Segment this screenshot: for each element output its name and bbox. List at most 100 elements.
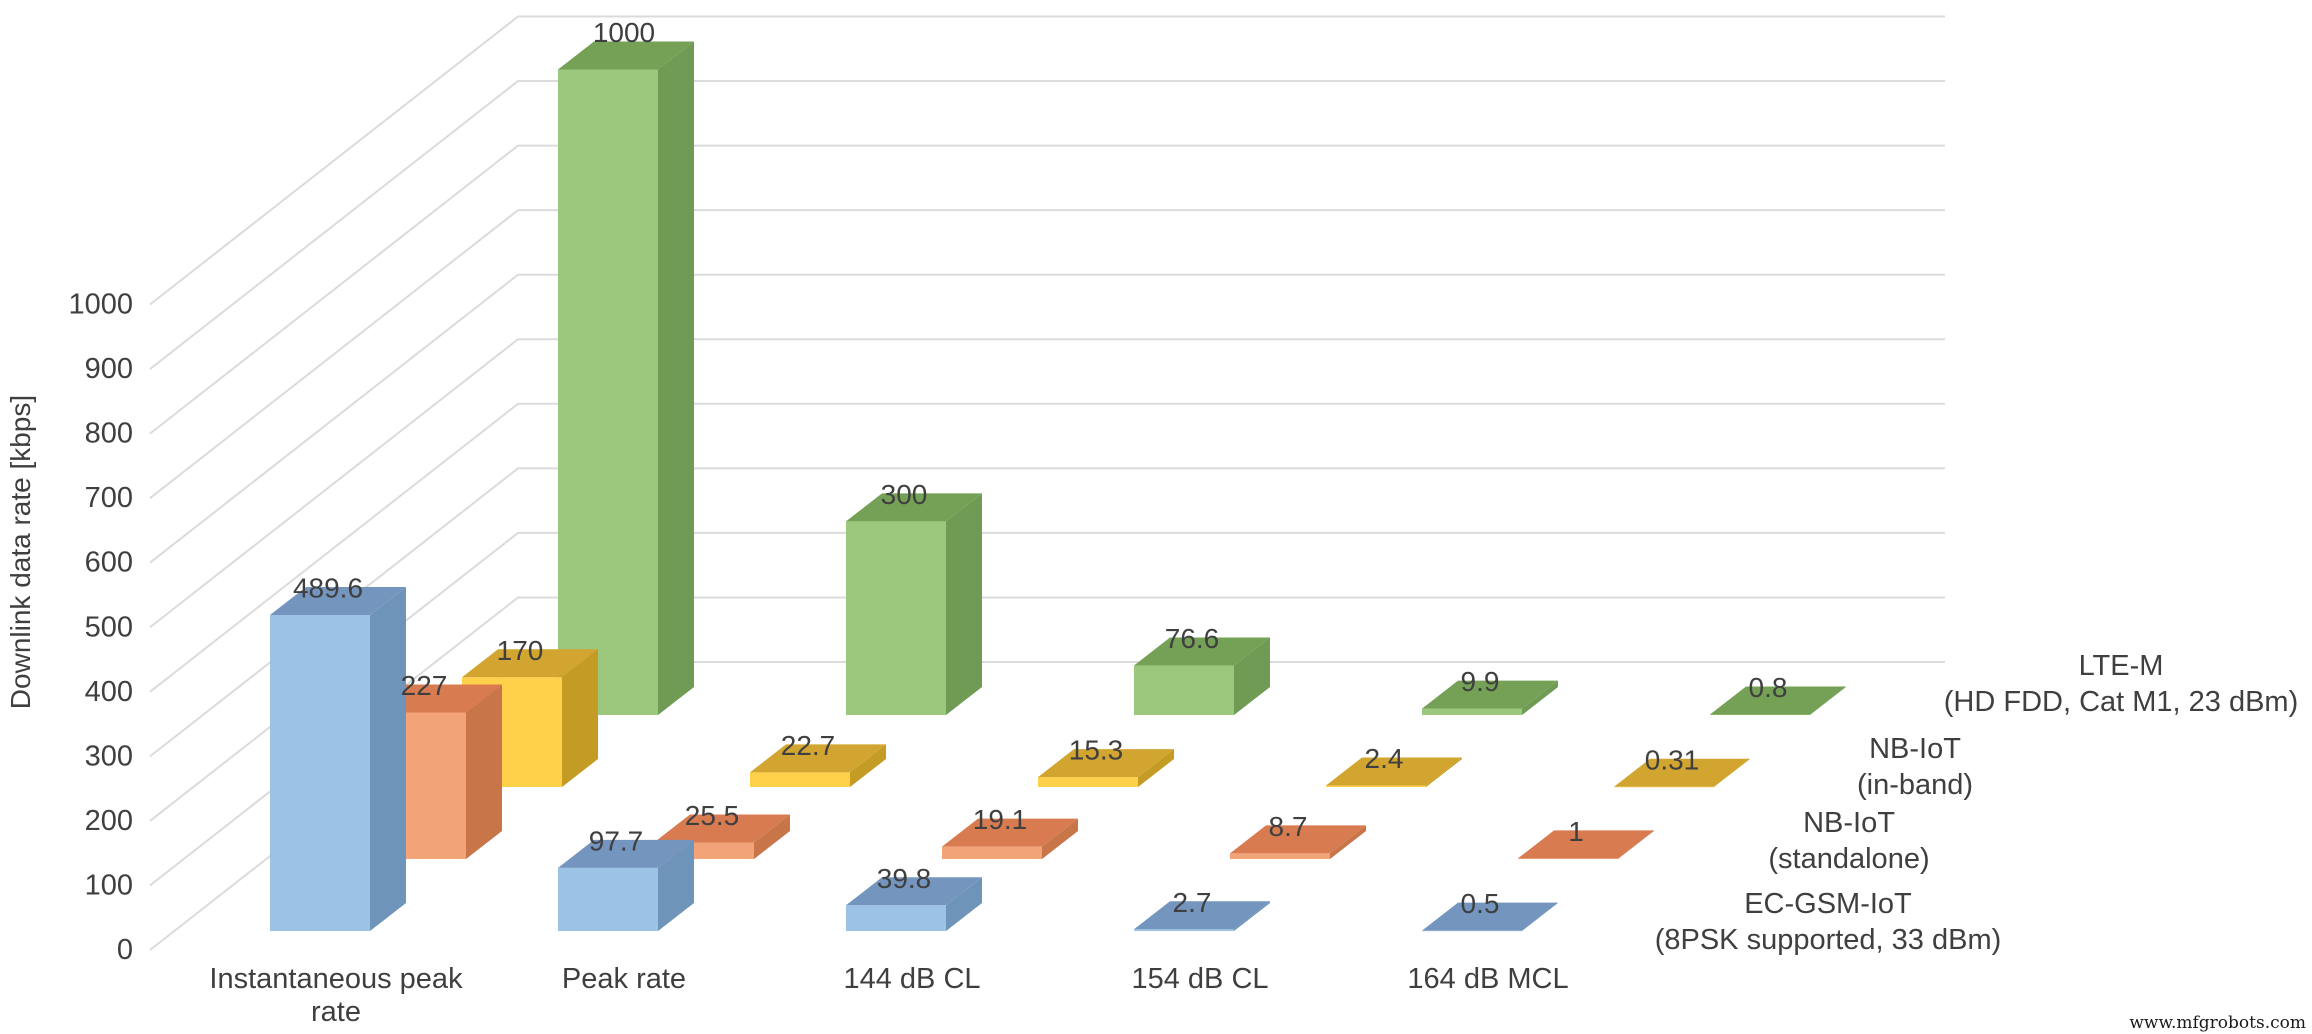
bar-front-face: [1038, 777, 1138, 787]
bar-nb-iot-in-band--c1: [750, 744, 886, 787]
bar-front-face: [558, 867, 658, 931]
bar-side-face: [370, 586, 406, 931]
bar-side-face: [946, 493, 982, 715]
bar-side-face: [1810, 686, 1846, 715]
value-label: 2.7: [1173, 887, 1212, 918]
gridline: [149, 15, 1945, 306]
bar-nb-iot-standalone--c1: [654, 814, 790, 859]
value-label: 0.31: [1645, 744, 1700, 775]
bar-ec-gsm-iot-8psk-supported-33-dbm--c0: [270, 586, 406, 931]
y-tick-label: 600: [85, 547, 133, 579]
series-label: (standalone): [1768, 843, 1929, 875]
data-labels: 1000 300 76.6 9.9 0.8 170 22.7 15.3 2.4 0.31 227 25…: [293, 17, 1788, 919]
bar-front-face: [750, 772, 850, 787]
bar-top-face: [462, 649, 598, 678]
value-label: 0.5: [1461, 888, 1500, 919]
series-label: (HD FDD, Cat M1, 23 dBm): [1944, 686, 2299, 718]
bar-side-face: [850, 744, 886, 787]
bar-front-face: [1134, 929, 1234, 931]
value-label: 170: [497, 635, 544, 666]
bar-side-face: [1618, 830, 1654, 859]
y-tick-label: 400: [85, 676, 133, 708]
bar-lte-m-hd-fdd-cat-m1-23-dbm--c1: [846, 493, 982, 715]
bar-side-face: [1234, 901, 1270, 931]
bar-front-face: [846, 905, 946, 931]
bar-side-face: [1522, 680, 1558, 715]
bar-top-face: [942, 818, 1078, 847]
y-tick-label: 700: [85, 482, 133, 514]
series-label: NB-IoT: [1869, 733, 1961, 765]
value-label: 97.7: [589, 825, 644, 856]
bar-front-face: [270, 614, 370, 931]
category-label: 164 dB MCL: [1407, 963, 1568, 995]
bar-front-face: [1134, 665, 1234, 715]
bar-front-face: [1422, 930, 1522, 932]
bar-top-face: [846, 877, 982, 906]
gridline: [149, 338, 1945, 629]
bar-ec-gsm-iot-8psk-supported-33-dbm--c3: [1134, 901, 1270, 931]
category-label: rate: [311, 996, 361, 1028]
value-label: 15.3: [1069, 735, 1124, 766]
value-label: 8.7: [1269, 811, 1308, 842]
series-label: (8PSK supported, 33 dBm): [1655, 924, 2002, 956]
bar-front-face: [1422, 708, 1522, 715]
bar-side-face: [1042, 818, 1078, 859]
value-label: 76.6: [1165, 623, 1220, 654]
bar-top-face: [1422, 902, 1558, 931]
gridline: [149, 209, 1945, 499]
bar-side-face: [946, 877, 982, 931]
value-label: 227: [401, 670, 448, 701]
value-label: 22.7: [781, 730, 836, 761]
gridline: [149, 273, 1945, 564]
bar-front-face: [1710, 714, 1810, 715]
bar-nb-iot-in-band--c3: [1326, 757, 1462, 787]
value-label: 9.9: [1461, 666, 1500, 697]
bar-top-face: [1134, 637, 1270, 666]
value-label: 300: [881, 479, 928, 510]
value-label: 25.5: [685, 800, 740, 831]
bar-nb-iot-standalone--c3: [1230, 825, 1366, 859]
bar-front-face: [1230, 853, 1330, 859]
y-tick-label: 800: [85, 418, 133, 450]
bar-front-face: [1518, 858, 1618, 859]
y-tick-label: 900: [85, 353, 133, 385]
bar-side-face: [1330, 825, 1366, 859]
bar-top-face: [1518, 830, 1654, 859]
bar-side-face: [466, 684, 502, 859]
bar-top-face: [1038, 749, 1174, 778]
bar-side-face: [1714, 758, 1750, 787]
series-label: (in-band): [1857, 769, 1973, 801]
bar-side-face: [562, 649, 598, 787]
category-label: 144 dB CL: [843, 963, 980, 995]
watermark: www.mfgrobots.com: [2129, 1013, 2306, 1033]
bar-top-face: [1326, 757, 1462, 786]
y-axis-tick-labels: 0 100 200 300 400 500 600 700 800 900 1000: [68, 289, 133, 967]
bar-lte-m-hd-fdd-cat-m1-23-dbm--c0: [558, 41, 694, 715]
bar-front-face: [558, 69, 658, 715]
bar-side-face: [1426, 757, 1462, 787]
bar-top-face: [750, 744, 886, 773]
bar-nb-iot-standalone--c4: [1518, 830, 1654, 859]
bar-top-face: [270, 586, 406, 615]
series-axis-labels: EC-GSM-IoT (8PSK supported, 33 dBm) NB-IoT…: [1655, 650, 2299, 956]
bar-front-face: [1326, 785, 1426, 787]
bar-nb-iot-in-band--c4: [1614, 758, 1750, 788]
bar-side-face: [1138, 749, 1174, 787]
gridline: [149, 80, 1945, 370]
bar-front-face: [942, 846, 1042, 859]
y-tick-label: 300: [85, 740, 133, 772]
bar-side-face: [1234, 637, 1270, 715]
bar-nb-iot-in-band--c2: [1038, 749, 1174, 787]
bar-front-face: [846, 521, 946, 715]
bar-top-face: [558, 41, 694, 70]
y-tick-label: 200: [85, 805, 133, 837]
bar-top-face: [1614, 758, 1750, 787]
bar-side-face: [1522, 902, 1558, 931]
bar-side-face: [658, 839, 694, 931]
value-label: 39.8: [877, 863, 932, 894]
bar-top-face: [1422, 680, 1558, 709]
bar-front-face: [1614, 786, 1714, 788]
value-label: 489.6: [293, 572, 363, 603]
